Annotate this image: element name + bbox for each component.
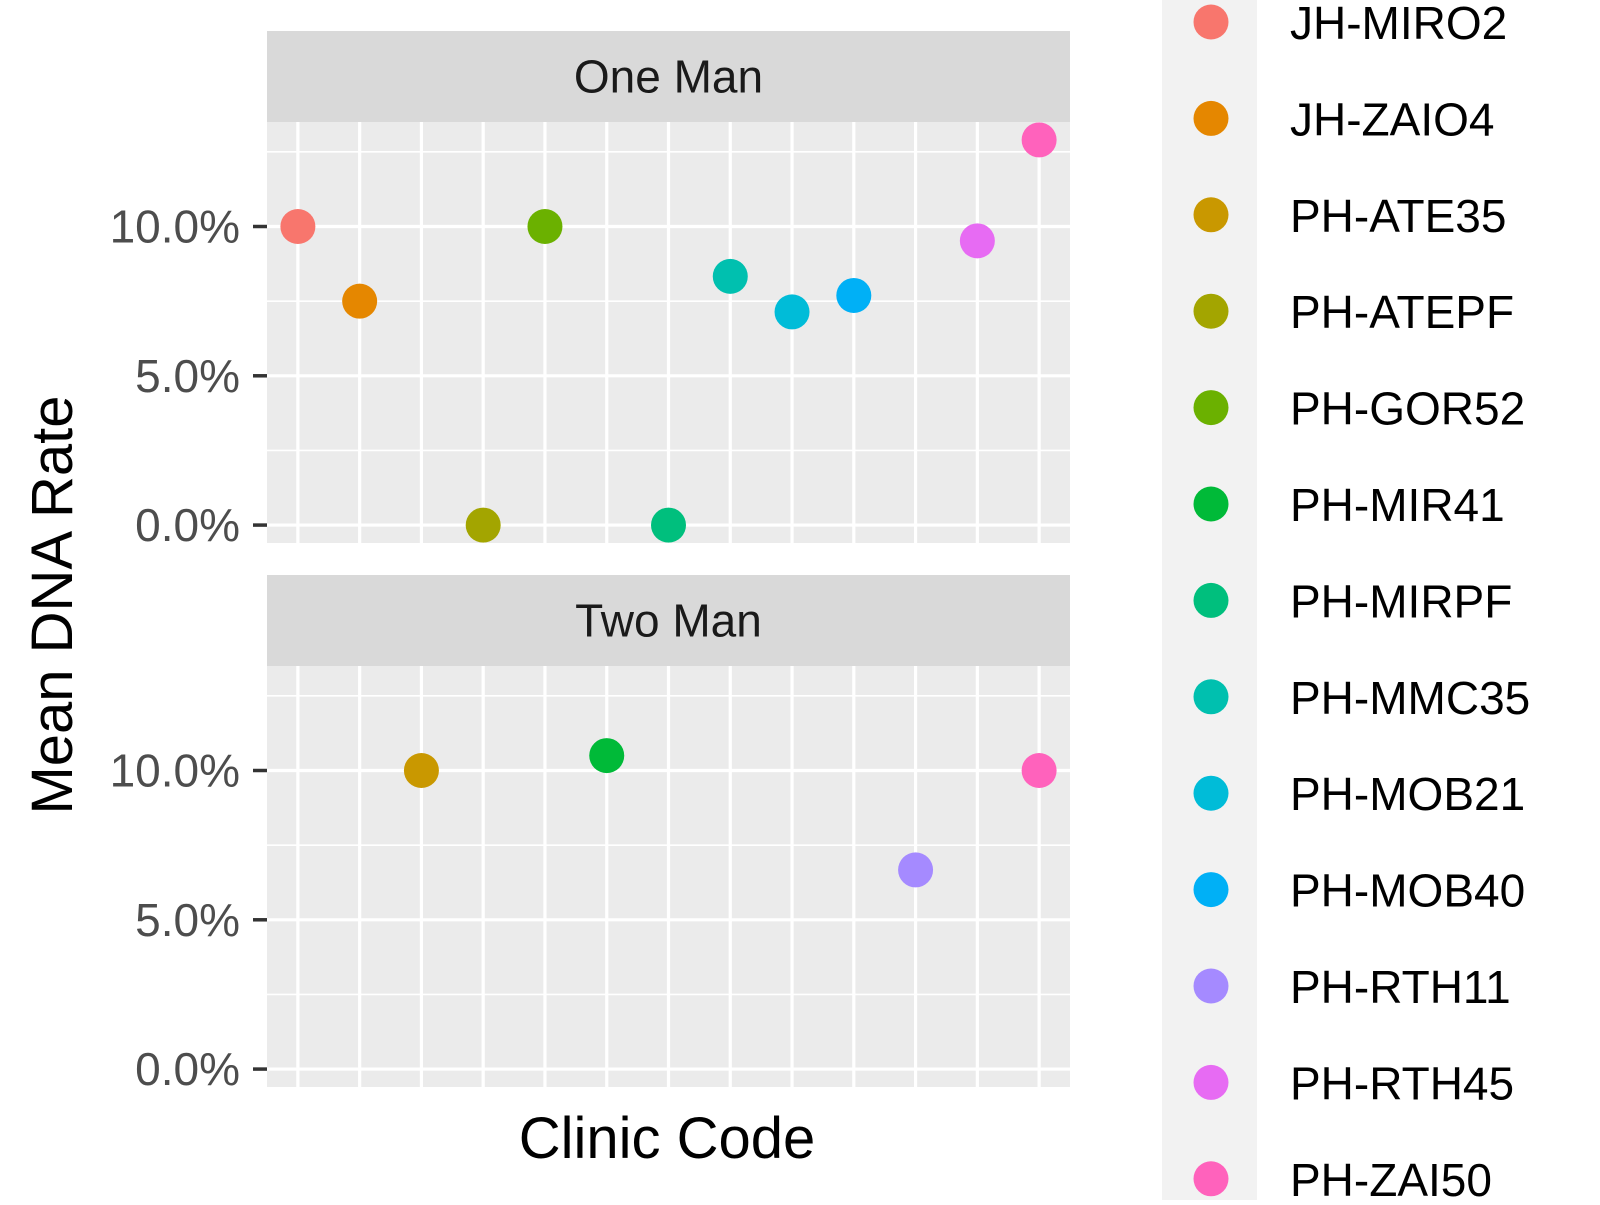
legend-key-dot xyxy=(1193,1161,1229,1197)
legend-label: PH-ATEPF xyxy=(1290,286,1514,338)
legend-label: PH-MOB21 xyxy=(1290,768,1525,820)
legend-label: PH-MOB40 xyxy=(1290,865,1525,917)
facet-strip xyxy=(267,31,1070,122)
y-axis-title: Mean DNA Rate xyxy=(20,395,85,814)
legend-label: PH-RTH45 xyxy=(1290,1057,1514,1109)
legend-item-ph-rth11[interactable]: PH-RTH11 xyxy=(1193,961,1511,1013)
legend-item-ph-atepf[interactable]: PH-ATEPF xyxy=(1193,286,1515,338)
y-tick-label: 5.0% xyxy=(135,350,240,402)
legend-item-ph-mob40[interactable]: PH-MOB40 xyxy=(1193,865,1526,917)
legend-item-ph-mir41[interactable]: PH-MIR41 xyxy=(1193,479,1505,531)
legend-key-dot xyxy=(1193,582,1229,618)
legend-item-ph-mirpf[interactable]: PH-MIRPF xyxy=(1193,575,1513,627)
data-point-ph-rth11[interactable] xyxy=(898,852,934,888)
legend-key-dot xyxy=(1193,4,1229,40)
legend-label: PH-ATE35 xyxy=(1290,190,1506,242)
data-point-ph-mirpf[interactable] xyxy=(651,507,686,543)
facet-panel-1: One Man 0.0% 5.0% 10.0% xyxy=(110,31,1070,551)
data-point-ph-mir41[interactable] xyxy=(589,738,625,774)
legend-item-ph-zai50[interactable]: PH-ZAI50 xyxy=(1193,1154,1492,1205)
legend-label: PH-ZAI50 xyxy=(1290,1154,1492,1200)
legend-key-dot xyxy=(1193,775,1229,811)
legend-key-dot xyxy=(1193,1064,1229,1100)
x-axis-title: Clinic Code xyxy=(519,1106,816,1171)
data-point-jh-miro2[interactable] xyxy=(280,209,316,245)
legend-key-dot xyxy=(1193,872,1229,908)
facet-label: One Man xyxy=(574,51,763,103)
data-point-ph-mob21[interactable] xyxy=(774,294,810,330)
legend-key-dot xyxy=(1193,390,1229,426)
y-tick-label: 0.0% xyxy=(135,499,240,551)
legend-key-dot xyxy=(1193,293,1229,329)
legend-label: PH-MIRPF xyxy=(1290,575,1512,627)
legend-item-ph-gor52[interactable]: PH-GOR52 xyxy=(1193,383,1526,435)
legend-item-ph-mmc35[interactable]: PH-MMC35 xyxy=(1193,672,1531,724)
y-tick-label: 0.0% xyxy=(135,1043,240,1095)
legend-item-ph-mob21[interactable]: PH-MOB21 xyxy=(1193,768,1526,820)
legend-label: JH-MIRO2 xyxy=(1290,0,1507,49)
legend-label: PH-RTH11 xyxy=(1290,961,1511,1013)
data-point-ph-gor52[interactable] xyxy=(527,209,563,245)
facet-strip xyxy=(267,575,1070,666)
legend: JH-MIRO2 JH-ZAIO4 PH-ATE35 PH-ATEPF PH-GOR52… xyxy=(1162,0,1531,1205)
legend-key-dot xyxy=(1193,486,1229,522)
y-tick-label: 5.0% xyxy=(135,894,240,946)
legend-item-ph-rth45[interactable]: PH-RTH45 xyxy=(1193,1057,1515,1109)
y-tick-label: 10.0% xyxy=(110,201,240,253)
legend-item-jh-zaio4[interactable]: JH-ZAIO4 xyxy=(1193,93,1495,145)
legend-label: JH-ZAIO4 xyxy=(1290,93,1494,145)
data-point-ph-mmc35[interactable] xyxy=(712,258,748,294)
legend-label: PH-MIR41 xyxy=(1290,479,1505,531)
data-point-ph-atepf[interactable] xyxy=(465,507,501,543)
data-point-ph-ate35[interactable] xyxy=(403,753,439,789)
legend-key-dot xyxy=(1193,100,1229,136)
data-point-ph-zai50[interactable] xyxy=(1021,753,1057,789)
data-point-ph-rth45[interactable] xyxy=(959,223,995,259)
facet-label: Two Man xyxy=(575,595,762,647)
legend-item-jh-miro2[interactable]: JH-MIRO2 xyxy=(1193,0,1508,49)
facet-panel-2: Two Man 0.0% 5.0% 10.0% xyxy=(110,575,1070,1095)
legend-item-ph-ate35[interactable]: PH-ATE35 xyxy=(1193,190,1507,242)
y-tick-label: 10.0% xyxy=(110,745,240,797)
data-point-ph-mob40[interactable] xyxy=(836,277,872,313)
facet-panels: One Man 0.0% 5.0% 10.0% Two Man 0.0% 5.0% 10.0% xyxy=(110,31,1070,1095)
legend-key-dot xyxy=(1193,679,1229,715)
legend-label: PH-GOR52 xyxy=(1290,383,1525,435)
data-point-jh-zaio4[interactable] xyxy=(342,283,378,319)
legend-key-dot xyxy=(1193,197,1229,233)
data-point-ph-zai50[interactable] xyxy=(1021,122,1057,158)
legend-key-dot xyxy=(1193,968,1229,1004)
legend-label: PH-MMC35 xyxy=(1290,672,1530,724)
